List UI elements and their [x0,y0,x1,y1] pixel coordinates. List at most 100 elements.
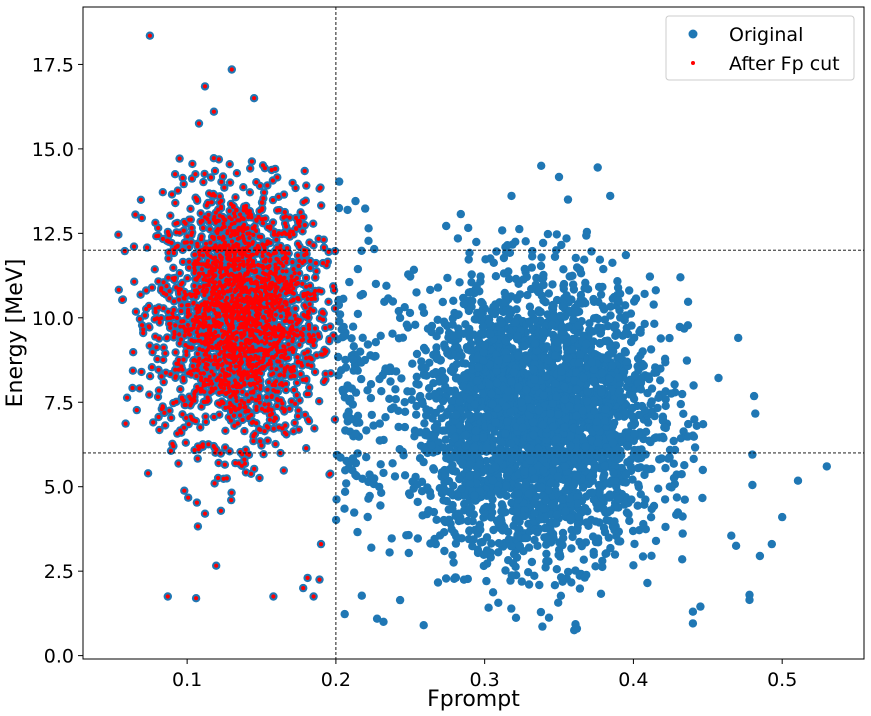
point-original [537,253,546,262]
point-original [524,580,534,589]
point-original [698,420,708,429]
point-original [580,573,589,582]
point-original [616,289,625,298]
point-original [527,263,536,272]
point-original [678,389,687,399]
point-original [417,357,426,366]
point-original [442,221,451,231]
point-original [636,490,645,499]
point-original [497,500,507,509]
point-original [627,495,636,504]
point-original [504,267,513,276]
point-original [646,513,656,522]
point-original [422,371,431,380]
point-original [464,288,474,297]
point-original [524,543,534,552]
point-original [515,224,524,234]
point-original [669,459,678,468]
point-original [548,313,558,322]
point-original [441,435,450,444]
point-original [402,531,411,540]
point-original [504,556,513,565]
point-original [554,172,564,182]
point-original [641,450,650,459]
point-original [478,299,487,308]
point-original [501,566,510,575]
point-original [408,359,417,368]
point-original [656,334,665,343]
point-original [395,595,405,605]
point-original [556,311,565,321]
point-original [634,410,644,420]
point-original [621,348,630,357]
point-original [492,366,501,376]
point-original [530,571,539,580]
point-original [464,534,474,544]
point-original [678,555,687,564]
point-original [520,264,529,274]
point-original [644,374,654,384]
point-original [456,209,465,219]
point-original [595,255,605,264]
point-original [645,272,655,281]
point-original [679,409,688,418]
point-original [479,550,488,559]
point-original [536,261,546,271]
point-original [661,522,670,532]
point-original [582,227,592,237]
point-original [465,509,475,518]
point-original [627,337,636,347]
point-original [449,481,458,490]
point-original [660,354,670,363]
point-original [599,473,608,482]
point-original [473,376,482,385]
point-original [598,562,607,572]
point-original [556,591,566,600]
point-original [517,577,526,586]
point-original [643,388,652,398]
point-original [482,533,492,542]
point-original [441,384,450,393]
point-original [507,604,516,613]
point-original [404,270,413,279]
point-original [565,272,574,281]
point-original [646,345,656,354]
point-original [567,295,576,304]
point-original [455,278,464,287]
point-original [559,265,568,274]
point-original [610,462,620,471]
point-original [404,548,413,558]
point-original [432,424,441,433]
point-original [428,369,438,379]
point-original [640,289,649,299]
point-original [385,548,394,557]
point-original [589,365,599,374]
point-original [690,443,700,452]
point-original [511,515,520,524]
point-original [430,389,440,399]
point-original [654,484,663,493]
point-original [464,422,473,431]
point-original [550,581,560,590]
point-original [428,414,437,423]
points-layer [114,31,831,635]
point-original [640,319,649,329]
point-original [569,280,578,289]
point-original [510,318,520,327]
point-original [626,455,635,464]
point-original [507,191,516,201]
point-original [607,361,617,370]
point-original [599,305,609,314]
point-original [624,510,633,519]
point-original [504,274,514,284]
point-original [439,317,449,326]
point-original [455,474,464,484]
point-original [606,311,615,320]
point-original [621,470,631,480]
point-original [544,485,553,495]
point-original [487,539,496,548]
point-original [558,540,567,550]
point-original [628,475,637,484]
point-original [486,254,495,263]
point-original [461,359,470,368]
